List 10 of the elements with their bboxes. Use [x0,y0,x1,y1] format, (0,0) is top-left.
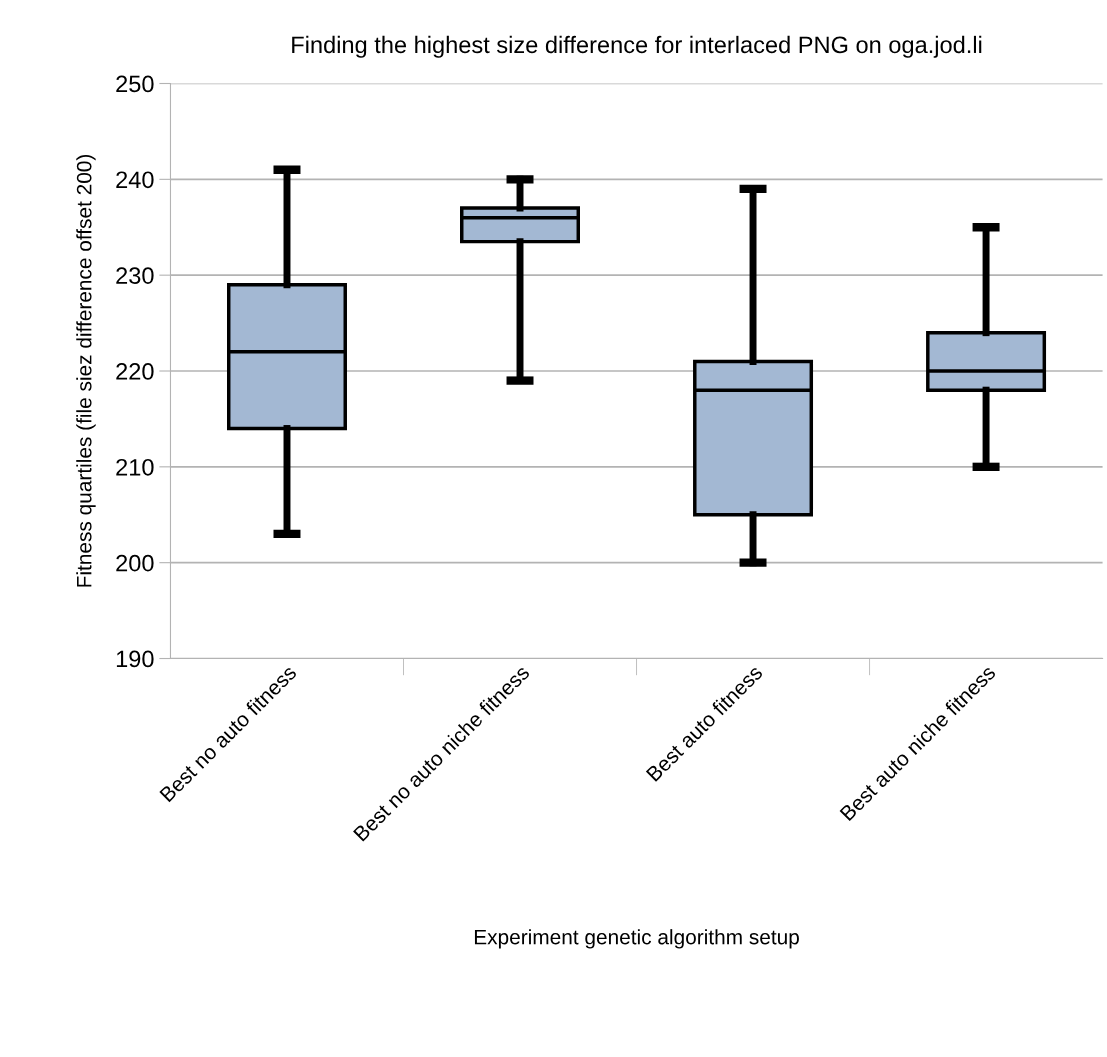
y-tick-label: 190 [116,650,154,668]
y-tick-label: 230 [116,267,154,284]
y-tick-label: 250 [116,75,154,93]
y-tick-label: 220 [116,363,154,380]
y-tick-label: 200 [116,554,154,572]
y-tick-label: 210 [116,458,154,476]
y-axis-title: Fitness quartiles (file siez difference offset 200) [76,154,96,587]
chart-title: Finding the highest size difference for interlaced PNG on oga.jod.li [292,35,982,58]
y-tick-label: 240 [116,171,154,189]
x-axis-title: Experiment genetic algorithm setup [474,929,799,949]
